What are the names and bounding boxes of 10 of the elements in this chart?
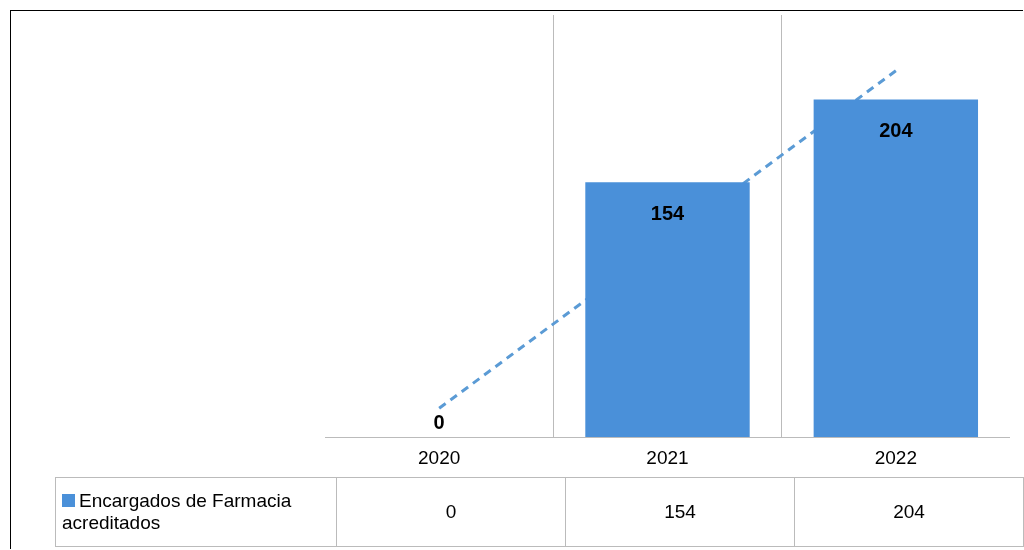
data-label: 0 bbox=[336, 477, 566, 547]
data-label: 204 bbox=[794, 477, 1024, 547]
annotation: 154 bbox=[650, 201, 686, 224]
data-label: 154 bbox=[565, 477, 795, 547]
x-tick-label: 2020 bbox=[418, 446, 461, 468]
annotation: 0 bbox=[433, 410, 445, 433]
legend-label: Encargados de Farmacia acreditados bbox=[55, 477, 337, 547]
x-tick-label: 2022 bbox=[874, 446, 917, 468]
annotation: 204 bbox=[879, 118, 914, 141]
x-tick-label: 2021 bbox=[646, 446, 689, 468]
